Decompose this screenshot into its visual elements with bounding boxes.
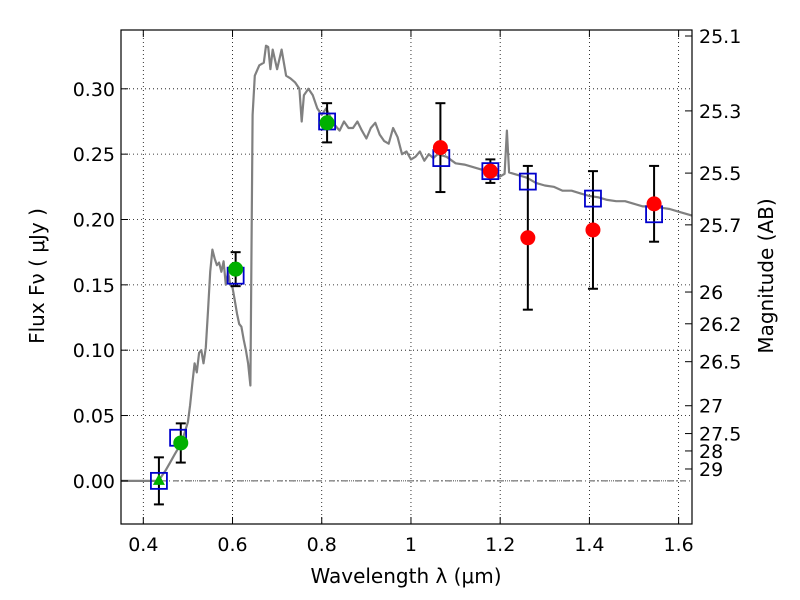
- y-tick-label: 0.10: [73, 340, 115, 362]
- nir-detection-point: [646, 196, 662, 212]
- nir-detection-point: [432, 140, 448, 156]
- axes: 0.4 0.6 0.8 1 1.2 1.4 1.6 0.00 0.05 0.10 0.15 0.20 0…: [73, 26, 742, 556]
- y-tick-label: 0.00: [73, 471, 115, 493]
- right-tick-label: 28: [699, 441, 723, 463]
- synthetic-photometry-square: [150, 471, 168, 490]
- x-tick-label: 0.4: [128, 534, 158, 556]
- y-tick-label: 0.20: [73, 209, 115, 231]
- y-tick-label: 0.30: [73, 79, 115, 101]
- right-tick-label: 29: [699, 459, 723, 481]
- model-sed-layer: [121, 44, 693, 482]
- right-tick-label: 27.5: [699, 424, 741, 446]
- nir-detection-point: [520, 230, 536, 246]
- right-tick-label: 26: [699, 282, 723, 304]
- upper-limit-triangle: [152, 473, 165, 485]
- synthetic-photometry-square: [481, 162, 500, 181]
- right-tick-label: 25.1: [699, 26, 741, 48]
- x-tick-label: 0.8: [307, 534, 337, 556]
- right-tick-label: 26.5: [699, 352, 741, 374]
- plot-frame: [120, 29, 693, 525]
- optical-detection-point: [228, 261, 244, 277]
- right-tick-label: 25.5: [699, 163, 741, 185]
- x-tick-label: 1.6: [664, 534, 694, 556]
- x-axis-label: Wavelength λ (μm): [310, 564, 501, 588]
- x-tick-label: 1.2: [485, 534, 515, 556]
- right-tick-label: 25.7: [699, 215, 741, 237]
- photometry-layer: [150, 102, 663, 506]
- model-sed-line: [121, 44, 693, 482]
- synthetic-photometry-square: [518, 172, 537, 191]
- right-tick-label: 26.2: [699, 314, 741, 336]
- x-tick-label: 0.6: [217, 534, 247, 556]
- nir-detection-point: [585, 222, 601, 238]
- right-tick-label: 25.3: [699, 101, 741, 123]
- y-tick-label: 0.25: [73, 144, 115, 166]
- right-tick-label: 27: [699, 396, 723, 418]
- x-tick-label: 1: [405, 534, 417, 556]
- x-tick-label: 1.4: [574, 534, 604, 556]
- grid: [121, 30, 692, 524]
- synthetic-photometry-square: [584, 189, 602, 208]
- y-axis-label: Flux Fν ( μJy ): [25, 208, 49, 344]
- nir-detection-point: [482, 163, 498, 179]
- right-axis-label: Magnitude (AB): [754, 198, 778, 353]
- y-tick-label: 0.05: [73, 406, 115, 428]
- optical-detection-point: [173, 435, 189, 451]
- optical-detection-point: [319, 115, 335, 131]
- y-tick-label: 0.15: [73, 275, 115, 297]
